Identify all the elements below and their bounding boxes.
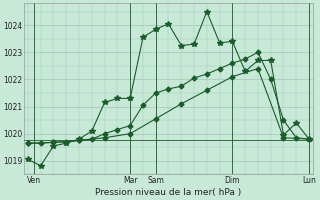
X-axis label: Pression niveau de la mer( hPa ): Pression niveau de la mer( hPa ) <box>95 188 242 197</box>
